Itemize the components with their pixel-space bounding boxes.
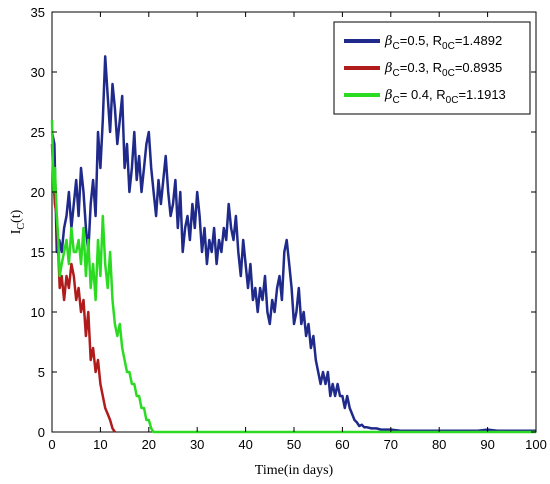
legend-entry-0-bsub: C	[393, 41, 400, 52]
legend-entry-0: βC=0.5, R0C=1.4892	[384, 33, 502, 52]
y-axis-label-main: I	[9, 229, 24, 234]
ticks-layer: 0 10 20 30 40 50 60 70 80 90 100 0 5 10 15 20 25 30 35	[31, 5, 547, 452]
x-tick-label-9: 90	[480, 437, 494, 452]
y-tick-label-6: 30	[31, 65, 45, 80]
x-tick-label-10: 100	[525, 437, 547, 452]
legend-entry-2-rsub: 0C	[446, 95, 459, 106]
legend-entry-2-bval: = 0.4, R	[400, 87, 446, 102]
legend-entry-1-rsub: 0C	[442, 68, 455, 79]
x-axis-label: Time(in days)	[255, 463, 334, 478]
legend-entry-1-beta: β	[384, 61, 393, 76]
legend-entry-2-bsub: C	[393, 95, 400, 106]
x-tick-label-3: 30	[190, 437, 204, 452]
legend-entry-0-rsub: 0C	[442, 41, 455, 52]
legend-entry-1-bsub: C	[393, 68, 400, 79]
y-axis-label: IC(t)	[9, 209, 27, 234]
legend-entry-0-rval: =1.4892	[455, 33, 502, 48]
legend-entry-2-rval: =1.1913	[458, 87, 505, 102]
legend-entry-0-beta: β	[384, 34, 393, 49]
y-tick-label-4: 20	[31, 185, 45, 200]
legend-entry-1: βC=0.3, R0C=0.8935	[384, 60, 502, 79]
y-tick-label-2: 10	[31, 305, 45, 320]
x-tick-label-5: 50	[287, 437, 301, 452]
legend-entry-0-bval: =0.5, R	[400, 33, 442, 48]
x-tick-label-1: 10	[93, 437, 107, 452]
legend-entry-2-beta: β	[384, 88, 393, 103]
y-tick-label-3: 15	[31, 245, 45, 260]
x-tick-label-8: 80	[432, 437, 446, 452]
legend-entry-2: βC= 0.4, R0C=1.1913	[384, 87, 506, 106]
x-tick-label-7: 70	[384, 437, 398, 452]
y-tick-label-0: 0	[38, 425, 45, 440]
legend: βC=0.5, R0C=1.4892 βC=0.3, R0C=0.8935 βC…	[333, 21, 531, 115]
y-tick-label-5: 25	[31, 125, 45, 140]
series-layer	[50, 55, 536, 434]
x-tick-label-2: 20	[142, 437, 156, 452]
x-tick-label-0: 0	[48, 437, 55, 452]
series-line-0	[50, 55, 536, 433]
legend-entry-1-bval: =0.3, R	[400, 60, 442, 75]
legend-entry-1-rval: =0.8935	[455, 60, 502, 75]
series-line-2	[50, 119, 536, 434]
x-tick-label-6: 60	[335, 437, 349, 452]
y-axis-label-sub: C	[16, 223, 27, 230]
y-axis-label-tail: (t)	[9, 209, 24, 223]
y-tick-label-7: 35	[31, 5, 45, 20]
x-tick-label-4: 40	[238, 437, 252, 452]
y-tick-label-1: 5	[38, 365, 45, 380]
